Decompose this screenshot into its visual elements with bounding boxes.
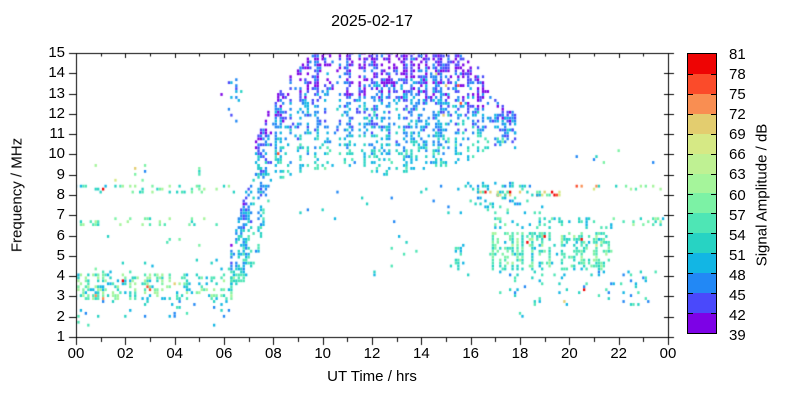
x-axis-label: UT Time / hrs (327, 368, 417, 385)
colorbar-tick (711, 273, 716, 275)
colorbar-tick-label: 69 (729, 126, 746, 144)
x-tick-label: 00 (659, 345, 677, 362)
colorbar-label: Signal Amplitude / dB (753, 123, 771, 267)
y-tick-label: 8 (56, 186, 65, 203)
colorbar-tick-label: 63 (729, 166, 746, 184)
x-tick-label: 22 (610, 345, 627, 362)
colorbar-tick (711, 113, 716, 115)
colorbar-tick-label: 57 (729, 206, 746, 224)
colorbar-tick (711, 293, 716, 295)
colorbar-tick (688, 233, 693, 235)
x-tick-label: 02 (116, 345, 134, 362)
x-tick-label: 06 (215, 345, 233, 362)
colorbar-segment (688, 273, 716, 294)
y-tick-label: 10 (48, 145, 65, 163)
colorbar-tick (688, 273, 693, 275)
colorbar-tick-label: 60 (729, 186, 746, 204)
x-tick-label: 00 (67, 345, 85, 362)
colorbar-segment (688, 193, 716, 214)
y-tick-label: 4 (56, 267, 65, 285)
colorbar-tick (711, 193, 716, 195)
x-tick-label: 20 (560, 345, 578, 362)
chart-title: 2025-02-17 (331, 13, 413, 30)
colorbar-tick-label: 72 (729, 106, 746, 124)
colorbar-segment (688, 153, 716, 174)
y-tick-label: 7 (56, 206, 65, 224)
y-tick-label: 3 (56, 287, 65, 305)
y-tick-label: 9 (56, 165, 65, 183)
x-tick-label: 18 (511, 345, 529, 362)
colorbar (687, 53, 717, 334)
y-axis-label: Frequency / MHz (8, 137, 26, 253)
y-tick-label: 15 (48, 44, 65, 61)
colorbar-tick (711, 253, 716, 255)
colorbar-tick (711, 133, 716, 135)
colorbar-tick-label: 75 (729, 86, 746, 104)
colorbar-segment (688, 113, 716, 134)
y-tick-label: 12 (48, 104, 65, 122)
colorbar-tick-label: 54 (729, 226, 746, 244)
y-tick-label: 5 (56, 246, 65, 264)
y-tick-label: 6 (56, 226, 65, 244)
colorbar-tick (688, 293, 693, 295)
colorbar-tick (688, 133, 693, 135)
colorbar-tick-label: 66 (729, 146, 746, 164)
x-tick-label: 08 (264, 345, 282, 362)
colorbar-tick (711, 93, 716, 95)
y-tick-label: 11 (49, 125, 65, 143)
y-tick-label: 14 (48, 64, 65, 82)
colorbar-tick (711, 173, 716, 175)
colorbar-segment (688, 253, 716, 274)
colorbar-tick (688, 193, 693, 195)
colorbar-segment (688, 312, 716, 333)
colorbar-segment (688, 133, 716, 154)
colorbar-segment (688, 73, 716, 94)
x-tick-label: 14 (412, 345, 430, 362)
colorbar-tick (688, 73, 693, 75)
colorbar-tick-label: 51 (729, 246, 746, 264)
colorbar-tick (688, 113, 693, 115)
colorbar-tick (688, 93, 693, 95)
x-tick-label: 12 (363, 345, 381, 362)
colorbar-tick (711, 73, 716, 75)
y-tick-label: 2 (56, 307, 65, 325)
y-tick-label: 13 (48, 84, 65, 102)
colorbar-tick (711, 213, 716, 215)
colorbar-tick (688, 173, 693, 175)
colorbar-segment (688, 293, 716, 313)
colorbar-tick-label: 39 (729, 327, 746, 344)
colorbar-tick (688, 253, 693, 255)
colorbar-tick-label: 48 (729, 266, 746, 284)
colorbar-tick (711, 153, 716, 155)
colorbar-tick-label: 42 (729, 306, 746, 324)
x-tick-label: 10 (314, 345, 331, 362)
colorbar-segment (688, 54, 716, 74)
colorbar-tick (711, 313, 716, 315)
colorbar-segment (688, 173, 716, 194)
colorbar-tick-label: 78 (729, 66, 746, 84)
colorbar-tick (711, 233, 716, 235)
colorbar-tick-label: 81 (729, 46, 746, 63)
colorbar-segment (688, 213, 716, 234)
colorbar-tick (688, 213, 693, 215)
y-tick-label: 1 (56, 328, 65, 345)
colorbar-segment (688, 93, 716, 114)
colorbar-segment (688, 233, 716, 254)
x-tick-label: 04 (166, 345, 183, 362)
colorbar-tick-label: 45 (729, 286, 746, 304)
x-tick-label: 16 (462, 345, 479, 362)
colorbar-tick (688, 153, 693, 155)
colorbar-tick (688, 313, 693, 315)
